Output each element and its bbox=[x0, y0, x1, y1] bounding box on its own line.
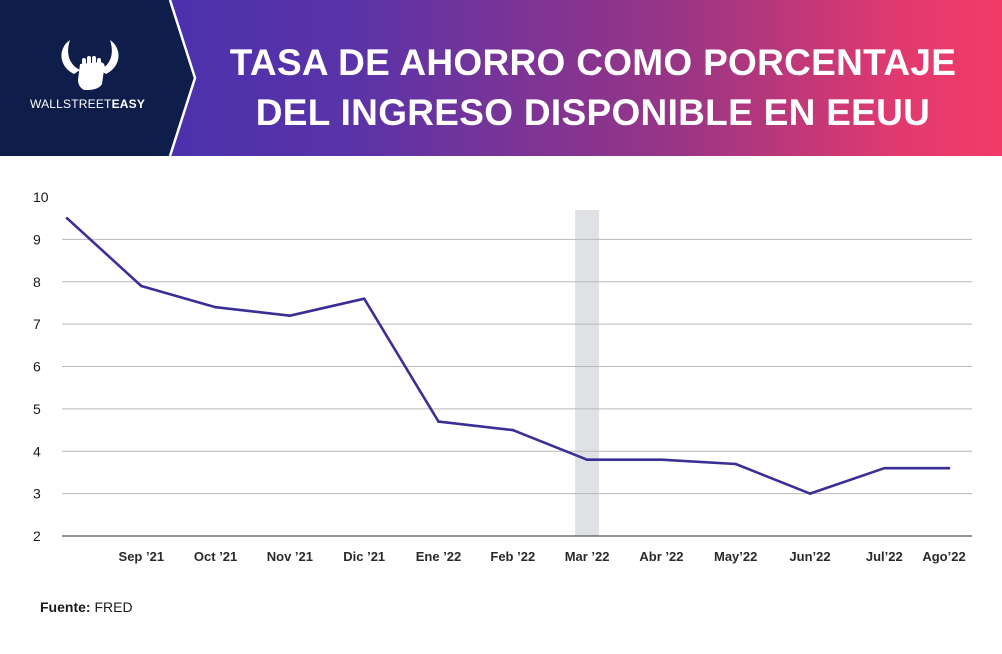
x-tick-label: Feb ’22 bbox=[490, 549, 535, 564]
source-value: FRED bbox=[94, 599, 133, 615]
data-point bbox=[808, 492, 812, 495]
data-point bbox=[437, 420, 440, 423]
data-point bbox=[65, 216, 69, 220]
x-tick-label: Oct ’21 bbox=[194, 549, 237, 564]
data-point bbox=[511, 428, 515, 432]
y-tick-label: 6 bbox=[33, 359, 41, 375]
data-point bbox=[947, 466, 951, 470]
x-tick-label: Ene ’22 bbox=[416, 549, 462, 564]
data-point bbox=[883, 466, 886, 470]
chart-title-line-2: DEL INGRESO DISPONIBLE EN EEUU bbox=[255, 92, 931, 133]
data-point bbox=[214, 305, 217, 309]
chart-title: TASA DE AHORRO COMO PORCENTAJE DEL INGRE… bbox=[198, 38, 988, 138]
x-tick-label: Nov ’21 bbox=[267, 549, 313, 564]
brand-name-bold: EASY bbox=[111, 97, 146, 111]
data-point bbox=[734, 462, 737, 466]
data-point bbox=[660, 458, 663, 462]
data-point bbox=[288, 314, 292, 317]
header-banner: WALLSTREETEASY TASA DE AHORRO COMO PORCE… bbox=[0, 0, 1002, 156]
logo-panel: WALLSTREETEASY bbox=[0, 0, 200, 156]
x-tick-label: Jun’22 bbox=[789, 549, 830, 564]
highlight-band bbox=[575, 210, 600, 536]
x-tick-label: Ago’22 bbox=[922, 549, 965, 564]
data-point bbox=[362, 297, 366, 300]
y-tick-label: 9 bbox=[33, 231, 41, 247]
y-tick-label: 2 bbox=[33, 528, 41, 544]
y-tick-label: 8 bbox=[33, 274, 41, 290]
y-tick-label: 5 bbox=[33, 401, 41, 417]
x-tick-label: Jul’22 bbox=[866, 549, 903, 564]
source-note: Fuente: FRED bbox=[40, 599, 133, 615]
x-tick-label: Dic ’21 bbox=[343, 549, 385, 564]
x-tick-label: May’22 bbox=[714, 549, 757, 564]
y-tick-label: 7 bbox=[33, 316, 41, 332]
x-tick-label: Abr ’22 bbox=[639, 549, 683, 564]
y-tick-label: 4 bbox=[33, 443, 41, 459]
x-tick-label: Mar ’22 bbox=[565, 549, 610, 564]
brand-logo-text: WALLSTREETEASY bbox=[30, 97, 170, 111]
logo-background bbox=[0, 0, 197, 156]
line-chart: 2 3 4 5 6 7 8 9 10 Sep ’21 Oct ’21 Nov ’21 Dic ’21 En… bbox=[33, 189, 972, 564]
y-tick-label: 10 bbox=[33, 189, 49, 205]
x-tick-label: Sep ’21 bbox=[119, 549, 165, 564]
y-tick-label: 3 bbox=[33, 486, 41, 502]
brand-name-light: WALLSTREET bbox=[30, 97, 112, 111]
bull-fist-icon bbox=[61, 40, 119, 90]
source-label: Fuente: bbox=[40, 599, 91, 615]
data-point bbox=[585, 458, 589, 462]
chart-title-line-1: TASA DE AHORRO COMO PORCENTAJE bbox=[229, 42, 957, 83]
data-point bbox=[140, 284, 143, 288]
savings-rate-line bbox=[66, 217, 949, 495]
